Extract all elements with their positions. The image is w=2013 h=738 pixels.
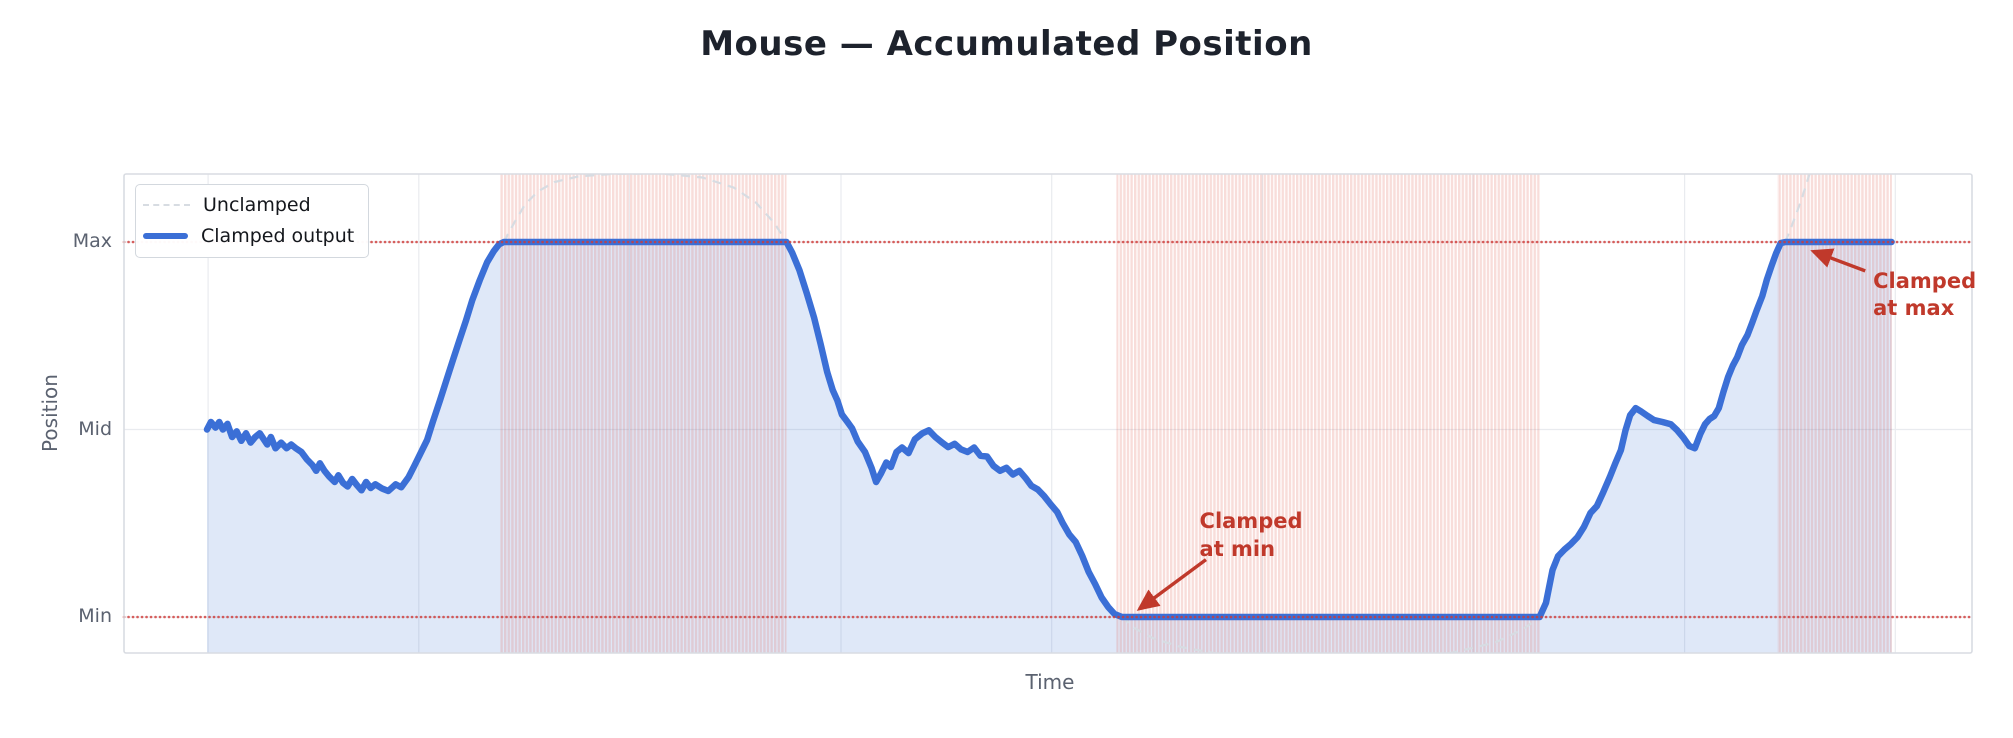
chart-title: Mouse — Accumulated Position bbox=[700, 24, 1313, 64]
y-tick-mid: Mid bbox=[78, 417, 112, 440]
legend-item-unclamped: Unclamped bbox=[143, 193, 354, 217]
unclamped-line-sample bbox=[143, 204, 190, 206]
y-tick-max: Max bbox=[72, 230, 112, 252]
legend: Unclamped Clamped output bbox=[135, 184, 370, 258]
clamped-line-sample bbox=[143, 233, 188, 239]
x-axis-label: Time bbox=[1025, 670, 1075, 694]
clamp-region-band-min bbox=[1116, 174, 1540, 653]
annotation-clamped-at-min: Clamped at min bbox=[1199, 509, 1303, 561]
legend-label-unclamped: Unclamped bbox=[203, 194, 311, 216]
clamped-area-fill bbox=[207, 242, 1892, 653]
unclamped-line bbox=[502, 174, 788, 243]
annotation-clamped-at-max: Clamped at max bbox=[1873, 268, 1977, 320]
annotation-arrow-1 bbox=[1810, 248, 1866, 273]
y-axis-label: Position bbox=[38, 374, 62, 452]
clamped-line bbox=[203, 238, 1895, 621]
clamp-region-band-max bbox=[500, 174, 787, 653]
clamp-region-band-max bbox=[1777, 174, 1892, 653]
plot-frame bbox=[123, 173, 1973, 654]
legend-item-clamped: Clamped output bbox=[143, 224, 354, 248]
y-tick-min: Min bbox=[78, 605, 112, 627]
annotation-arrow-0 bbox=[1136, 558, 1208, 611]
legend-label-clamped: Clamped output bbox=[201, 225, 355, 247]
unclamped-line bbox=[1121, 616, 1541, 653]
